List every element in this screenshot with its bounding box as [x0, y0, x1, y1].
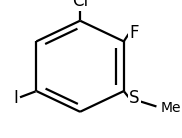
Text: S: S [129, 89, 140, 107]
Text: I: I [13, 89, 18, 107]
Text: Cl: Cl [72, 0, 88, 10]
Text: F: F [129, 24, 139, 42]
Text: Me: Me [160, 101, 181, 115]
